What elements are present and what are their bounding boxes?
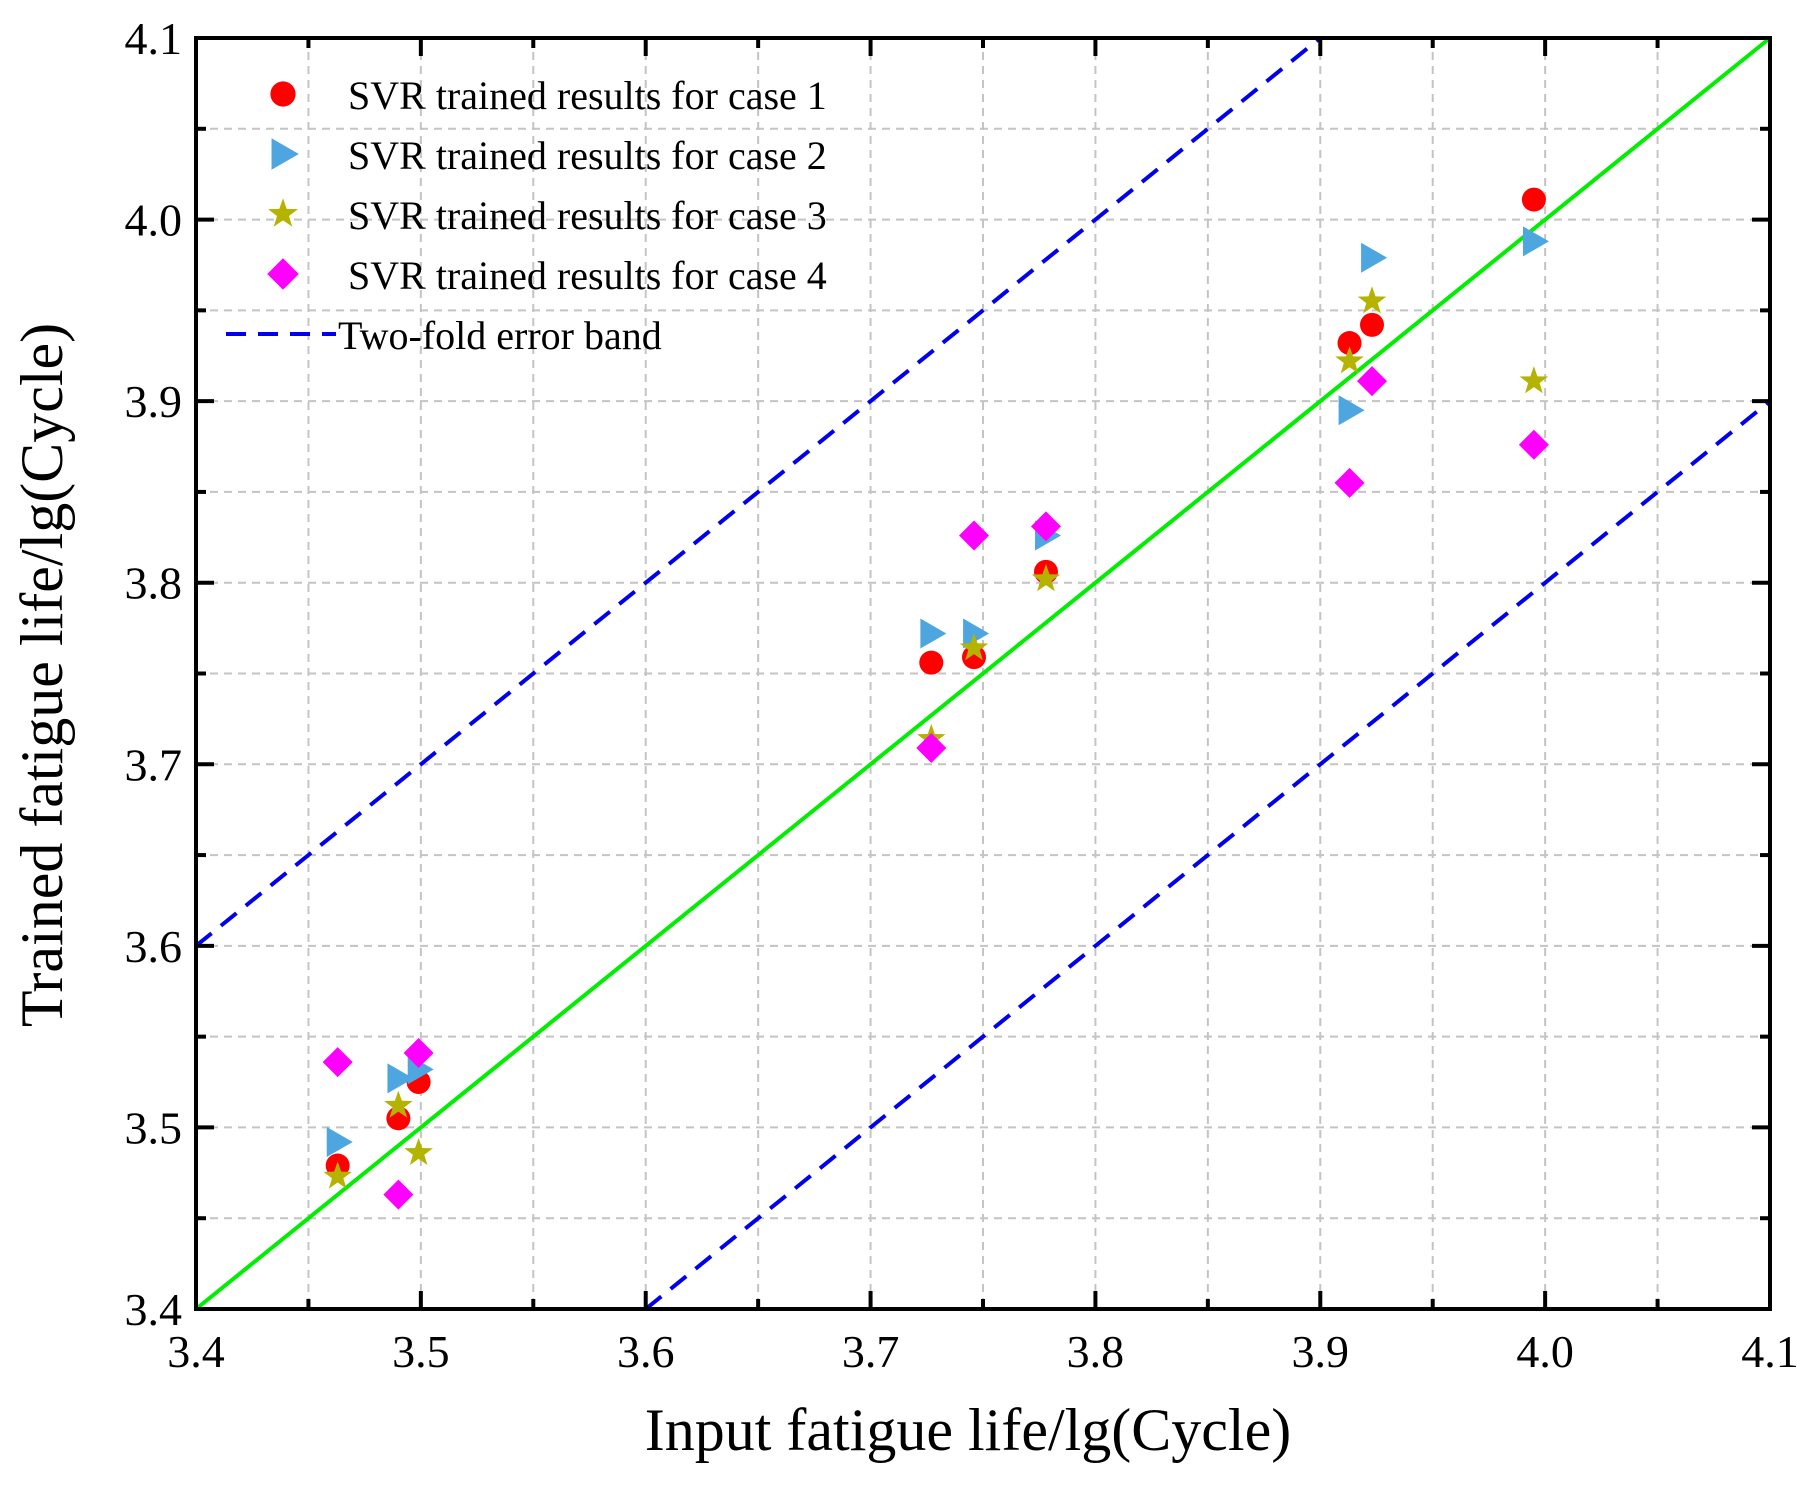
data-point-case-4 (1357, 366, 1388, 397)
data-point-case-2 (963, 618, 990, 649)
tick-labels: 3.4 3.5 3.6 3.7 3.8 3.9 4.0 4.1 3.4 3.5 3.6 3.7 3.8 3… (125, 13, 1799, 1377)
legend-label: SVR trained results for case 2 (348, 133, 827, 178)
x-tick-label: 4.0 (1516, 1326, 1574, 1377)
data-point-case-3 (1335, 346, 1364, 374)
x-tick-label: 3.9 (1292, 1326, 1350, 1377)
series-case-4 (322, 366, 1549, 1210)
data-point-case-2 (326, 1126, 353, 1157)
data-point-case-3 (404, 1137, 433, 1165)
y-tick-label: 3.4 (125, 1284, 183, 1335)
legend-marker-star (268, 198, 298, 227)
y-tick-label: 3.6 (125, 921, 183, 972)
identity-line (194, 36, 1772, 1311)
series-case-3 (323, 286, 1549, 1189)
data-point-case-3 (959, 633, 989, 661)
x-tick-label: 3.5 (392, 1326, 450, 1377)
data-point-case-2 (1522, 226, 1549, 257)
data-point-case-4 (322, 1047, 353, 1078)
data-point-case-4 (1518, 429, 1549, 460)
y-tick-label: 3.5 (125, 1102, 183, 1153)
y-tick-label: 4.1 (125, 13, 183, 64)
reference-lines (194, 36, 1772, 1311)
legend-label: Two-fold error band (338, 313, 662, 358)
data-point-case-3 (323, 1161, 352, 1189)
axes (194, 36, 1772, 1311)
legend-item-2: SVR trained results for case 2 (271, 133, 827, 178)
x-tick-label: 4.1 (1741, 1326, 1799, 1377)
legend-marker-circle (270, 81, 296, 107)
data-point-case-4 (403, 1037, 434, 1068)
legend-item-4: SVR trained results for case 4 (267, 253, 827, 298)
legend-marker-triangle-right (271, 138, 299, 170)
y-axis-label: Trained fatigue life/lg(Cycle) (9, 323, 75, 1027)
legend-item-1: SVR trained results for case 1 (270, 73, 827, 118)
legend-label: SVR trained results for case 3 (348, 193, 827, 238)
error-band-upper-line (194, 36, 1322, 948)
error-band-lower-line (644, 399, 1772, 1311)
legend-label: SVR trained results for case 1 (348, 73, 827, 118)
data-point-case-3 (1519, 366, 1549, 394)
legend-label: SVR trained results for case 4 (348, 253, 827, 298)
x-tick-label: 3.8 (1067, 1326, 1125, 1377)
data-point-case-3 (1357, 286, 1387, 314)
y-tick-label: 3.9 (125, 376, 183, 427)
y-tick-label: 4.0 (125, 195, 183, 246)
data-point-case-4 (1030, 511, 1061, 542)
data-point-case-4 (383, 1179, 414, 1210)
x-tick-label: 3.7 (842, 1326, 900, 1377)
data-point-case-2 (387, 1063, 414, 1094)
data-point-case-1 (1360, 312, 1385, 337)
data-point-case-1 (919, 650, 944, 675)
data-point-case-2 (1338, 395, 1365, 426)
data-point-case-4 (959, 520, 990, 551)
x-axis-label: Input fatigue life/lg(Cycle) (645, 1397, 1291, 1463)
x-tick-label: 3.6 (617, 1326, 675, 1377)
x-tick-label: 3.4 (167, 1326, 225, 1377)
y-tick-label: 3.7 (125, 739, 183, 790)
legend: SVR trained results for case 1 SVR traine… (226, 73, 827, 358)
legend-item-5: Two-fold error band (226, 313, 662, 358)
data-point-case-1 (1337, 331, 1362, 356)
data-point-case-3 (1031, 564, 1061, 592)
data-point-case-2 (1361, 242, 1388, 273)
legend-item-3: SVR trained results for case 3 (268, 193, 827, 238)
data-point-case-2 (920, 618, 947, 649)
data-point-case-4 (916, 732, 947, 763)
data-point-case-1 (1521, 187, 1546, 212)
data-point-case-3 (384, 1090, 413, 1118)
y-tick-label: 3.8 (125, 558, 183, 609)
series-case-2 (326, 226, 1549, 1157)
data-points (322, 187, 1549, 1210)
legend-marker-diamond (267, 258, 299, 290)
data-point-case-4 (1334, 467, 1365, 498)
